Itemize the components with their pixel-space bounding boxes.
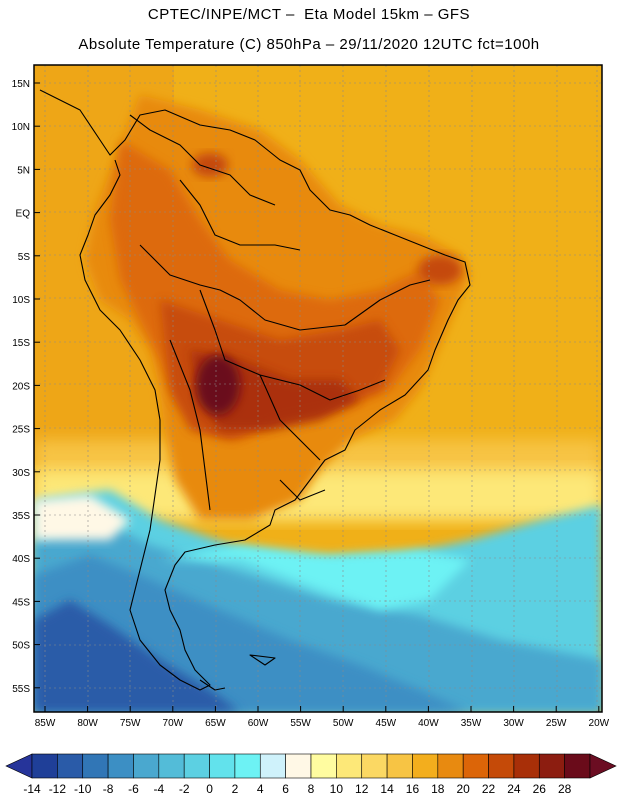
colorbar-label: 6 [282,782,289,796]
title-line-2: Absolute Temperature (C) 850hPa – 29/11/… [78,36,540,53]
colorbar-swatch [259,753,286,779]
lat-label: 30S [12,468,30,479]
lon-label: 35W [461,718,482,729]
colorbar-swatch [462,753,489,779]
colorbar-label: -12 [49,782,67,796]
colorbar-label: -14 [23,782,41,796]
colorbar-swatch [183,753,210,779]
lat-label: 20S [12,381,30,392]
lat-label: 55S [12,684,30,695]
colorbar-arrow-left [5,753,33,779]
lat-label: 40S [12,554,30,565]
coastlines [39,89,471,691]
colorbar-arrow-right [589,753,617,779]
lon-label: 75W [120,718,141,729]
colorbar-label: 0 [206,782,213,796]
lat-label: 35S [12,511,30,522]
colorbar-swatch [336,753,363,779]
colorbar-swatch [158,753,185,779]
lon-label: 25W [546,718,567,729]
lat-label: 45S [12,597,30,608]
colorbar: -14 -12 -10 -8 -6 -4 -2 0 2 4 6 8 10 12 14 16 18 20 22 24 26… [5,753,617,796]
colorbar-swatch [538,753,565,779]
colorbar-swatch [209,753,236,779]
lon-label: 70W [163,718,184,729]
map-frame [33,64,603,713]
colorbar-swatch [513,753,540,779]
lat-label: 25S [12,425,30,436]
colorbar-label: -2 [179,782,190,796]
colorbar-label: 8 [308,782,315,796]
colorbar-label: 26 [533,782,547,796]
temperature-field [34,65,602,712]
colorbar-swatch [386,753,413,779]
lon-label: 85W [35,718,56,729]
lat-label: EQ [16,209,31,220]
colorbar-label: 16 [406,782,420,796]
colorbar-swatch [82,753,109,779]
lon-label: 55W [290,718,311,729]
colorbar-swatch [57,753,84,779]
colorbar-label: 20 [457,782,471,796]
colorbar-label: 2 [232,782,239,796]
lon-label: 80W [77,718,98,729]
lat-label: 15N [12,79,30,90]
colorbar-label: -4 [153,782,164,796]
longitude-axis: 85W 80W 75W 70W 65W 60W 55W 50W 45W 40W 35W 30W 25W 2… [35,706,610,729]
colorbar-label: 4 [257,782,264,796]
lat-label: 5S [18,252,31,263]
lon-label: 50W [333,718,354,729]
lon-label: 65W [205,718,226,729]
lat-label: 10N [12,122,30,133]
lon-label: 20W [589,718,610,729]
title-line-1: CPTEC/INPE/MCT – Eta Model 15km – GFS [147,6,471,23]
colorbar-swatch [285,753,312,779]
colorbar-swatch [412,753,439,779]
colorbar-label: 18 [431,782,445,796]
colorbar-label: -6 [128,782,139,796]
colorbar-swatch [361,753,388,779]
colorbar-label: 10 [330,782,344,796]
colorbar-label: -10 [74,782,92,796]
lon-label: 30W [503,718,524,729]
colorbar-swatch [234,753,261,779]
colorbar-swatch [310,753,337,779]
colorbar-swatch [31,753,58,779]
colorbar-label: 14 [380,782,394,796]
lon-label: 45W [376,718,397,729]
colorbar-swatch [133,753,160,779]
colorbar-label: -8 [103,782,114,796]
colorbar-label: 22 [482,782,496,796]
lon-label: 60W [248,718,269,729]
colorbar-label: 28 [558,782,572,796]
lat-label: 15S [12,338,30,349]
colorbar-swatch [107,753,134,779]
lat-label: 10S [12,295,30,306]
lat-label: 5N [17,165,30,176]
latitude-axis: 15N 10N 5N EQ 5S 10S 15S 20S 25S 30S 35S 40S 45S 50S 5… [12,79,40,695]
colorbar-swatch [488,753,515,779]
lon-label: 40W [418,718,439,729]
colorbar-label: 12 [355,782,369,796]
colorbar-swatch [564,753,591,779]
lat-label: 50S [12,641,30,652]
colorbar-label: 24 [507,782,521,796]
colorbar-swatch [437,753,464,779]
